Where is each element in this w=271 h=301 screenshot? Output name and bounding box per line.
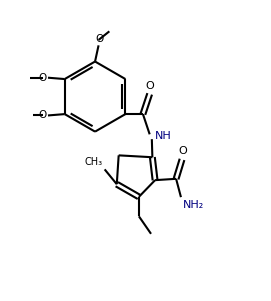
Text: O: O bbox=[179, 146, 188, 156]
Text: NH: NH bbox=[154, 131, 171, 141]
Text: NH₂: NH₂ bbox=[183, 200, 204, 210]
Text: O: O bbox=[38, 110, 46, 120]
Text: O: O bbox=[146, 81, 154, 91]
Text: O: O bbox=[38, 73, 46, 83]
Text: CH₃: CH₃ bbox=[84, 157, 102, 167]
Text: O: O bbox=[95, 34, 103, 44]
